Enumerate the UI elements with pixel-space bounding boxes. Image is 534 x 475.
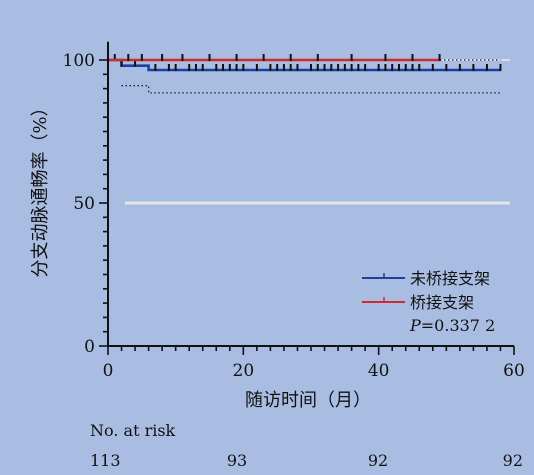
risk-value-1: 93 (227, 451, 247, 470)
series-0 (108, 54, 502, 72)
legend: 未桥接支架 桥接支架 P=0.337 2 (362, 269, 495, 335)
p-value-prefix: P (409, 316, 421, 335)
reference-line-layer (108, 59, 510, 205)
y-tick-label-100: 100 (63, 51, 95, 71)
legend-item-unbridged: 未桥接支架 (362, 269, 490, 288)
x-tick-label-60: 60 (503, 361, 525, 381)
risk-value-3: 92 (503, 451, 523, 470)
legend-label-bridged: 桥接支架 (410, 293, 474, 312)
x-tick-label-40: 40 (368, 361, 390, 381)
y-axis-title: 分支动脉通畅率（%） (30, 98, 51, 277)
risk-table: No. at risk 113 93 92 92 (90, 421, 523, 470)
x-axis-title: 随访时间（月） (245, 390, 371, 411)
p-value-rest: =0.337 2 (421, 316, 495, 335)
risk-value-0: 113 (90, 451, 121, 470)
axes-layer: 0 50 100 0 20 40 60 (63, 41, 525, 381)
y-tick-label-50: 50 (73, 194, 95, 214)
series-layer (108, 54, 502, 72)
series-1 (108, 54, 441, 62)
legend-item-bridged: 桥接支架 (362, 293, 474, 312)
y-tick-label-0: 0 (84, 337, 95, 357)
risk-table-title: No. at risk (90, 421, 176, 440)
legend-label-unbridged: 未桥接支架 (410, 269, 490, 288)
series-line-0 (108, 58, 501, 72)
ci-line-1 (121, 85, 501, 94)
confidence-interval-layer (108, 59, 501, 94)
risk-value-2: 92 (368, 451, 388, 470)
x-tick-label-0: 0 (103, 361, 114, 381)
x-tick-label-20: 20 (233, 361, 255, 381)
p-value: P=0.337 2 (409, 316, 495, 335)
